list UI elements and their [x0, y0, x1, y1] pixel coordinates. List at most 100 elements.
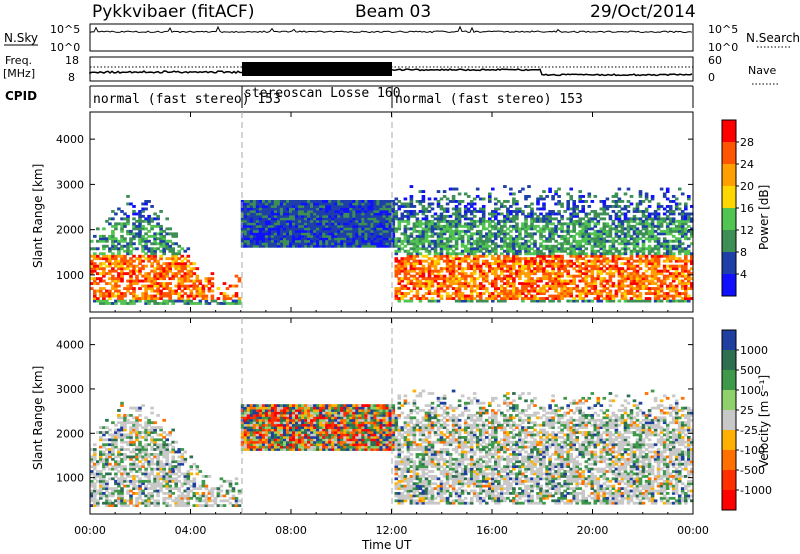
heatmap-cell — [400, 219, 405, 223]
heatmap-cell — [105, 504, 109, 507]
heatmap-cell — [488, 292, 492, 295]
heatmap-cell — [659, 244, 664, 248]
heatmap-cell — [605, 272, 610, 276]
heatmap-cell — [632, 217, 637, 221]
heatmap-cell — [138, 239, 142, 243]
heatmap-cell — [283, 232, 287, 236]
heatmap-cell — [626, 299, 631, 303]
heatmap-cell — [454, 279, 459, 283]
heatmap-cell — [608, 239, 613, 243]
heatmap-cell — [279, 237, 284, 241]
heatmap-cell — [295, 200, 299, 203]
heatmap-cell — [656, 287, 661, 290]
heatmap-cell — [406, 299, 411, 303]
heatmap-cell — [475, 242, 480, 246]
heatmap-cell — [168, 264, 172, 268]
heatmap-cell — [340, 227, 344, 231]
heatmap-cell — [494, 214, 498, 218]
heatmap-cell — [506, 264, 510, 268]
heatmap-cell — [90, 272, 94, 276]
heatmap-cell — [533, 244, 537, 248]
heatmap-cell — [310, 244, 314, 248]
heatmap-cell — [349, 239, 353, 243]
heatmap-cell — [249, 202, 254, 206]
heatmap-cell — [512, 227, 516, 231]
heatmap-cell — [406, 210, 411, 213]
heatmap-cell — [364, 217, 368, 221]
heatmap-cell — [557, 272, 561, 276]
heatmap-cell — [370, 237, 374, 241]
heatmap-cell — [261, 207, 266, 211]
heatmap-cell — [273, 227, 278, 231]
heatmap-cell — [478, 222, 483, 226]
heatmap-cell — [276, 219, 281, 223]
heatmap-cell — [258, 212, 263, 216]
heatmap-cell — [647, 274, 652, 278]
heatmap-cell — [286, 200, 290, 203]
nsky-panel: N.Sky 10^5 10^0 10^5 10^0 N.Search — [4, 23, 800, 54]
heatmap-cell — [578, 195, 582, 198]
heatmap-cell — [261, 214, 266, 218]
heatmap-cell — [427, 229, 432, 233]
heatmap-cell — [90, 247, 94, 251]
heatmap-cell — [105, 272, 109, 276]
heatmap-cell — [132, 416, 136, 420]
heatmap-cell — [349, 207, 353, 211]
heatmap-cell — [587, 222, 592, 226]
heatmap-cell — [213, 299, 218, 303]
heatmap-cell — [545, 214, 549, 218]
heatmap-cell — [174, 284, 178, 288]
heatmap-cell — [475, 244, 480, 248]
heatmap-cell — [481, 287, 486, 290]
heatmap-cell — [596, 222, 601, 226]
heatmap-cell — [385, 212, 390, 216]
heatmap-cell — [117, 479, 121, 483]
heatmap-cell — [433, 274, 438, 278]
heatmap-cell — [394, 212, 399, 216]
heatmap-cell — [463, 222, 468, 226]
heatmap-cell — [279, 242, 284, 246]
heatmap-cell — [466, 252, 471, 256]
heatmap-cell — [620, 247, 625, 251]
heatmap-cell — [491, 257, 495, 261]
heatmap-cell — [90, 479, 94, 483]
heatmap-cell — [412, 287, 417, 290]
heatmap-cell — [506, 292, 510, 295]
heatmap-cell — [346, 210, 350, 213]
heatmap-cell — [617, 254, 622, 258]
cpid-segment-2: stereoscan Losse 160 — [244, 86, 401, 101]
heatmap-cell — [150, 484, 154, 488]
heatmap-cell — [515, 200, 519, 203]
heatmap-cell — [497, 259, 501, 263]
heatmap-cell — [153, 274, 157, 278]
heatmap-cell — [361, 232, 365, 236]
heatmap-cell — [111, 242, 115, 246]
heatmap-cell — [590, 244, 595, 248]
heatmap-cell — [93, 455, 97, 459]
heatmap-cell — [373, 210, 377, 213]
heatmap-cell — [246, 222, 251, 226]
heatmap-cell — [512, 297, 516, 300]
heatmap-cell — [572, 205, 576, 208]
heatmap-cell — [144, 475, 148, 478]
heatmap-cell — [364, 200, 368, 203]
heatmap-cell — [394, 269, 399, 273]
heatmap-cell — [593, 229, 598, 233]
heatmap-cell — [494, 287, 498, 290]
heatmap-cell — [340, 202, 344, 206]
heatmap-cell — [608, 259, 613, 263]
heatmap-cell — [150, 472, 154, 476]
heatmap-cell — [451, 292, 456, 295]
heatmap-cell — [132, 299, 136, 303]
heatmap-cell — [599, 200, 604, 203]
heatmap-cell — [243, 232, 248, 236]
heatmap-cell — [629, 224, 634, 228]
heatmap-cell — [518, 242, 522, 246]
heatmap-cell — [379, 219, 383, 223]
heatmap-cell — [497, 292, 501, 295]
heatmap-cell — [614, 267, 619, 271]
heatmap-cell — [668, 222, 673, 226]
heatmap-cell — [189, 262, 194, 266]
heatmap-cell — [687, 249, 691, 253]
heatmap-cell — [385, 219, 390, 223]
